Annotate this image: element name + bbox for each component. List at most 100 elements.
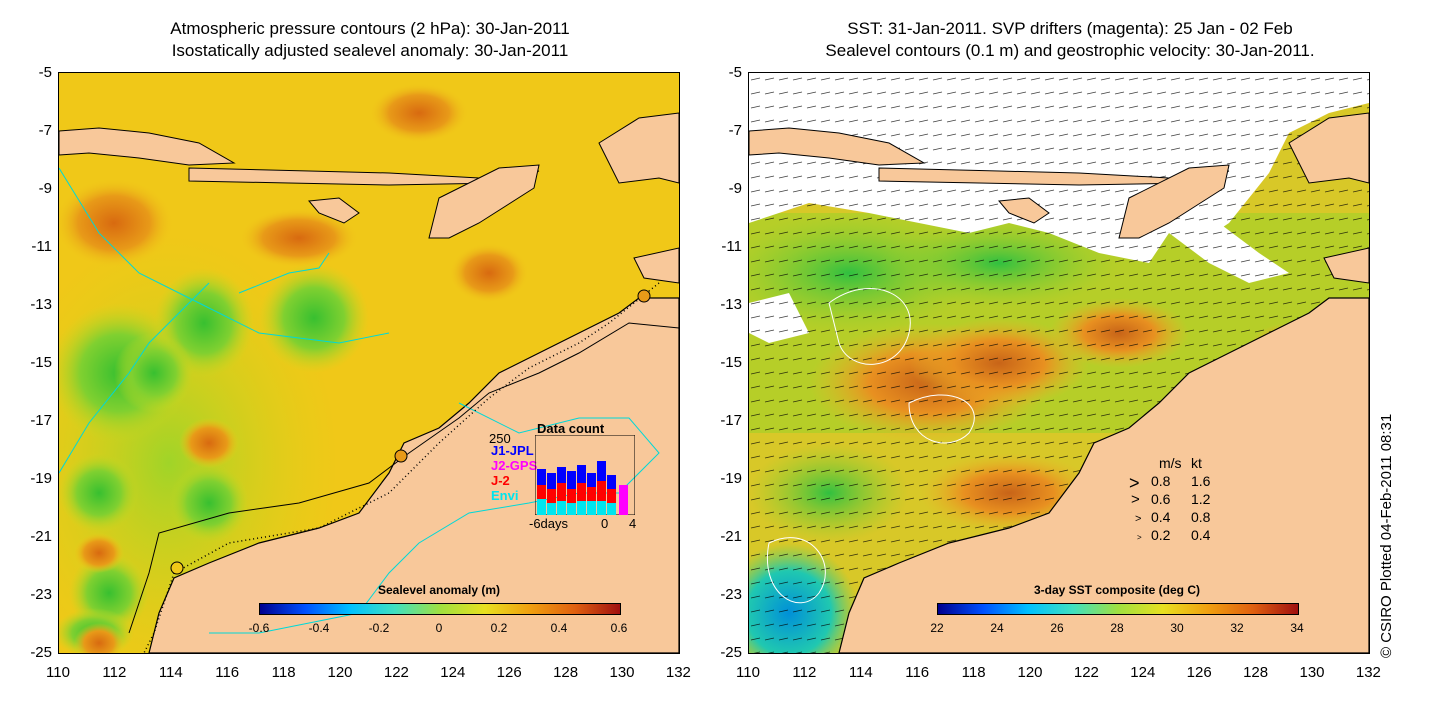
x-tick-label: 112 [102, 664, 127, 681]
northern-territory-tip [1323, 247, 1369, 284]
inset-legend-envi: Envi [491, 488, 519, 503]
legend-arrow-row: > [1135, 509, 1141, 525]
right-title-line1: SST: 31-Jan-2011. SVP drifters (magenta)… [847, 19, 1293, 38]
sealevel-contour [767, 288, 975, 604]
legend-arrow-row: > [1129, 473, 1140, 494]
x-tick-label: 122 [383, 664, 409, 681]
sla-colorbar-ticks: -0.6 -0.4 -0.2 0 0.2 0.4 0.6 [249, 621, 628, 637]
inset-legend-j1: J1-JPL [491, 443, 534, 458]
inset-bars [537, 461, 628, 515]
java-island [59, 127, 236, 166]
x-tick-label: 110 [736, 664, 760, 681]
legend-row-kt: 0.4 [1191, 527, 1211, 543]
inset-x-tick-4: 4 [629, 516, 637, 531]
sst-colorbar-label: 3-day SST composite (deg C) [1033, 583, 1201, 597]
right-map: m/s kt > 0.8 1.6 > 0.6 1.2 > 0.4 0.8 > 0… [748, 72, 1370, 654]
y-tick-label: -19 [30, 470, 52, 487]
sla-orange-high [74, 623, 124, 653]
x-tick-label: 126 [496, 664, 522, 681]
tide-gauge-marker [637, 289, 651, 303]
y-tick-label: -11 [721, 238, 742, 255]
tide-gauge-marker [394, 449, 408, 463]
x-tick-label: 116 [905, 664, 930, 681]
y-tick-label: -17 [30, 412, 52, 429]
x-tick-label: 132 [1355, 664, 1381, 681]
colorbar-tick-label: 30 [1170, 621, 1184, 635]
legend-row-ms: 0.6 [1151, 491, 1171, 507]
legend-row-kt: 1.2 [1191, 491, 1211, 507]
legend-row-ms: 0.4 [1151, 509, 1171, 525]
x-tick-label: 112 [792, 664, 817, 681]
sla-orange-high [59, 178, 174, 268]
sla-orange-high [179, 418, 239, 468]
right-map-svg [749, 73, 1369, 653]
velocity-legend: m/s kt > 0.8 1.6 > 0.6 1.2 > 0.4 0.8 > 0… [1129, 455, 1249, 545]
sla-green-blob [59, 453, 139, 533]
x-tick-label: 124 [440, 664, 466, 681]
inset-legend-j2gps: J2-GPS [491, 458, 538, 473]
x-tick-label: 118 [961, 664, 986, 681]
bathymetry-contour [59, 167, 390, 344]
sla-orange-high [369, 83, 469, 143]
inset-bar-chart [535, 435, 635, 515]
legend-arrow-row: > [1137, 527, 1142, 543]
y-tick-label: -21 [720, 528, 742, 545]
inset-x-tick-0: 0 [601, 516, 609, 531]
x-tick-label: 132 [665, 664, 691, 681]
y-tick-label: -11 [31, 238, 52, 255]
y-tick-label: -23 [720, 586, 742, 603]
sst-colorbar [937, 603, 1299, 615]
x-tick-label: 116 [215, 664, 240, 681]
legend-row-kt: 1.6 [1191, 473, 1211, 489]
y-tick-label: -17 [720, 412, 742, 429]
legend-row-ms: 0.2 [1151, 527, 1171, 543]
right-title-line2: Sealevel contours (0.1 m) and geostrophi… [825, 41, 1315, 60]
sla-colorbar-label: Sealevel anomaly (m) [377, 583, 501, 597]
velocity-arrow-icon: > [1135, 513, 1142, 525]
sla-green-blob [169, 463, 249, 543]
tanimbar-land [1288, 112, 1369, 184]
y-tick-label: -21 [30, 528, 52, 545]
australia-mainland [838, 297, 1369, 653]
legend-row-kt: 0.8 [1191, 509, 1211, 525]
y-tick-label: -15 [30, 354, 52, 371]
left-map-svg [59, 73, 679, 653]
colorbar-tick-label: 0.4 [550, 621, 568, 635]
y-tick-label: -13 [30, 296, 52, 313]
northern-territory-tip [633, 247, 679, 284]
tide-gauge-marker [170, 561, 184, 575]
sst-colorbar-ticks: 22 24 26 28 30 32 34 [930, 621, 1303, 637]
colorbar-tick-label: -0.6 [248, 621, 270, 635]
colorbar-tick-label: 22 [930, 621, 944, 635]
x-tick-label: 122 [1073, 664, 1099, 681]
colorbar-tick-label: 0.6 [610, 621, 628, 635]
x-tick-label: 114 [158, 664, 183, 681]
velocity-arrow-icon: > [1137, 533, 1142, 542]
x-tick-label: 128 [1243, 664, 1269, 681]
legend-row-ms: 0.8 [1151, 473, 1171, 489]
x-tick-label: 120 [1017, 664, 1043, 681]
y-tick-label: -25 [30, 644, 52, 661]
x-tick-label: 110 [46, 664, 70, 681]
colorbar-tick-label: 28 [1110, 621, 1124, 635]
inset-title: Data count [537, 421, 605, 436]
x-tick-label: 130 [1299, 664, 1325, 681]
y-tick-label: -5 [728, 64, 742, 81]
pressure-contour-dotted [143, 282, 660, 653]
sla-orange-high [449, 243, 529, 303]
y-tick-label: -7 [38, 122, 52, 139]
y-tick-label: -9 [728, 180, 742, 197]
sla-orange-high [74, 533, 124, 573]
tanimbar-land [598, 112, 679, 184]
x-tick-label: 124 [1130, 664, 1156, 681]
x-tick-label: 118 [271, 664, 296, 681]
legend-header-ms: m/s [1159, 455, 1182, 471]
timor-island [428, 164, 540, 239]
sla-colorbar [259, 603, 621, 615]
legend-arrow-row: > [1131, 491, 1140, 508]
colorbar-tick-label: 34 [1290, 621, 1304, 635]
x-tick-label: 120 [327, 664, 353, 681]
x-tick-label: 128 [553, 664, 579, 681]
left-title-line2: Isostatically adjusted sealevel anomaly:… [171, 41, 569, 60]
velocity-arrow-icon: > [1131, 491, 1140, 508]
